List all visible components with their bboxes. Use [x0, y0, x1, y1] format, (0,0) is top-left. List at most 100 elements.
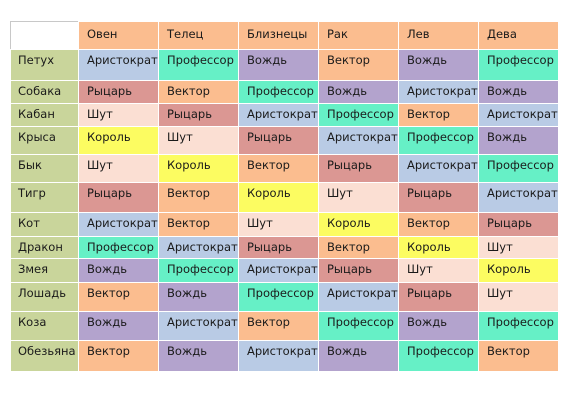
table-row: Крыса Король Шут Рыцарь Аристократ Профессор В…: [10, 126, 559, 155]
table-cell: Шут: [158, 126, 239, 155]
table-cell: Вектор: [478, 340, 559, 372]
table-cell: Вождь: [398, 311, 479, 341]
corner-cell: [10, 21, 79, 50]
table-cell: Вектор: [238, 311, 319, 341]
table-cell: Шут: [398, 258, 479, 283]
column-header: Дева: [478, 21, 559, 50]
table-cell: Вектор: [238, 154, 319, 183]
table-row: Змея Вождь Профессор Аристократ Рыцарь Шут Кор…: [10, 258, 559, 283]
row-header-animal: Крыса: [10, 126, 79, 155]
table-cell: Вектор: [158, 80, 239, 104]
table-row: Тигр Рыцарь Вектор Король Шут Рыцарь Аристокра…: [10, 182, 559, 213]
row-header-animal: Кот: [10, 212, 79, 237]
column-header: Овен: [78, 21, 159, 50]
table-cell: Аристократ: [398, 80, 479, 104]
table-cell: Король: [78, 126, 159, 155]
table-cell: Вождь: [318, 340, 399, 372]
table-row: Бык Шут Король Вектор Рыцарь Аристократ Профес…: [10, 154, 559, 183]
table-cell: Профессор: [398, 340, 479, 372]
table-cell: Рыцарь: [398, 182, 479, 213]
table-cell: Вождь: [478, 80, 559, 104]
table-cell: Шут: [478, 282, 559, 312]
table-cell: Аристократ: [238, 340, 319, 372]
row-header-animal: Коза: [10, 311, 79, 341]
table-cell: Профессор: [318, 311, 399, 341]
table-cell: Вождь: [318, 80, 399, 104]
table-cell: Аристократ: [238, 103, 319, 127]
table-cell: Профессор: [398, 126, 479, 155]
table-cell: Профессор: [238, 80, 319, 104]
row-header-animal: Бык: [10, 154, 79, 183]
table-cell: Аристократ: [398, 154, 479, 183]
table-cell: Вектор: [78, 340, 159, 372]
table-cell: Рыцарь: [398, 282, 479, 312]
table-row: Кабан Шут Рыцарь Аристократ Профессор Вектор А…: [10, 103, 559, 127]
table-row: Кот Аристократ Вектор Шут Король Вектор Рыцарь: [10, 212, 559, 237]
table-cell: Вождь: [398, 49, 479, 81]
table-cell: Вождь: [78, 258, 159, 283]
row-header-animal: Кабан: [10, 103, 79, 127]
row-header-animal: Петух: [10, 49, 79, 81]
table-cell: Профессор: [78, 236, 159, 259]
table-cell: Аристократ: [78, 212, 159, 237]
table-row: Коза Вождь Аристократ Вектор Профессор Вождь П…: [10, 311, 559, 341]
table-cell: Профессор: [318, 103, 399, 127]
table-cell: Вектор: [78, 282, 159, 312]
table-row: Лошадь Вектор Вождь Профессор Аристократ Рыца…: [10, 282, 559, 312]
table-cell: Король: [478, 258, 559, 283]
table-cell: Шут: [478, 236, 559, 259]
table-cell: Рыцарь: [478, 212, 559, 237]
table-cell: Вектор: [158, 212, 239, 237]
table-row: Собака Рыцарь Вектор Профессор Вождь Аристокр…: [10, 80, 559, 104]
table-cell: Аристократ: [318, 126, 399, 155]
table-cell: Вектор: [398, 103, 479, 127]
table-cell: Рыцарь: [318, 154, 399, 183]
table-body: Петух Аристократ Профессор Вождь Вектор Вождь…: [10, 49, 559, 372]
column-header: Телец: [158, 21, 239, 50]
table-cell: Вектор: [398, 212, 479, 237]
table-cell: Король: [398, 236, 479, 259]
table-cell: Вектор: [318, 236, 399, 259]
table-cell: Вождь: [78, 311, 159, 341]
header-row: Овен Телец Близнецы Рак Лев Дева: [10, 21, 559, 50]
table-cell: Рыцарь: [158, 103, 239, 127]
table-cell: Вождь: [158, 340, 239, 372]
table-cell: Король: [158, 154, 239, 183]
table-cell: Вектор: [318, 49, 399, 81]
table-cell: Король: [238, 182, 319, 213]
table-row: Дракон Профессор Аристократ Рыцарь Вектор Кор…: [10, 236, 559, 259]
table-cell: Аристократ: [238, 258, 319, 283]
table-cell: Вождь: [238, 49, 319, 81]
row-header-animal: Тигр: [10, 182, 79, 213]
row-header-animal: Змея: [10, 258, 79, 283]
table-cell: Рыцарь: [238, 126, 319, 155]
table-cell: Профессор: [238, 282, 319, 312]
table-row: Обезьяна Вектор Вождь Аристократ Вождь Профес…: [10, 340, 559, 372]
table-cell: Аристократ: [78, 49, 159, 81]
table-cell: Вождь: [158, 282, 239, 312]
table-cell: Шут: [318, 182, 399, 213]
table-cell: Аристократ: [318, 282, 399, 312]
table-cell: Профессор: [478, 154, 559, 183]
column-header: Близнецы: [238, 21, 319, 50]
table-cell: Профессор: [158, 49, 239, 81]
table-cell: Шут: [78, 103, 159, 127]
table-cell: Профессор: [478, 311, 559, 341]
table-cell: Аристократ: [158, 236, 239, 259]
table-cell: Профессор: [478, 49, 559, 81]
table-cell: Вождь: [478, 126, 559, 155]
table-cell: Рыцарь: [78, 182, 159, 213]
table-cell: Вектор: [158, 182, 239, 213]
table-cell: Шут: [238, 212, 319, 237]
row-header-animal: Лошадь: [10, 282, 79, 312]
compatibility-table: Овен Телец Близнецы Рак Лев Дева Петух Ар…: [10, 21, 559, 372]
table-cell: Рыцарь: [78, 80, 159, 104]
table-row: Петух Аристократ Профессор Вождь Вектор Вождь…: [10, 49, 559, 81]
table-cell: Король: [318, 212, 399, 237]
row-header-animal: Обезьяна: [10, 340, 79, 372]
table-cell: Аристократ: [478, 182, 559, 213]
row-header-animal: Дракон: [10, 236, 79, 259]
row-header-animal: Собака: [10, 80, 79, 104]
table-cell: Шут: [78, 154, 159, 183]
table-cell: Рыцарь: [318, 258, 399, 283]
